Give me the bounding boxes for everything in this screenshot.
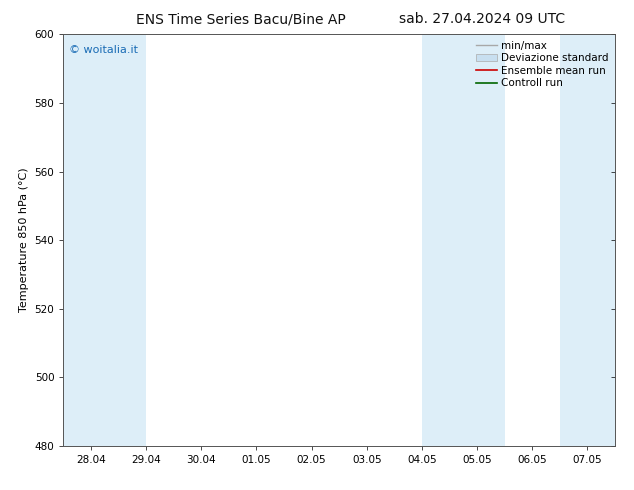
Text: sab. 27.04.2024 09 UTC: sab. 27.04.2024 09 UTC — [399, 12, 565, 26]
Bar — [63, 34, 146, 446]
Bar — [560, 34, 615, 446]
Text: ENS Time Series Bacu/Bine AP: ENS Time Series Bacu/Bine AP — [136, 12, 346, 26]
Bar — [422, 34, 505, 446]
Y-axis label: Temperature 850 hPa (°C): Temperature 850 hPa (°C) — [19, 168, 29, 313]
Text: © woitalia.it: © woitalia.it — [69, 45, 138, 54]
Legend: min/max, Deviazione standard, Ensemble mean run, Controll run: min/max, Deviazione standard, Ensemble m… — [473, 37, 612, 92]
